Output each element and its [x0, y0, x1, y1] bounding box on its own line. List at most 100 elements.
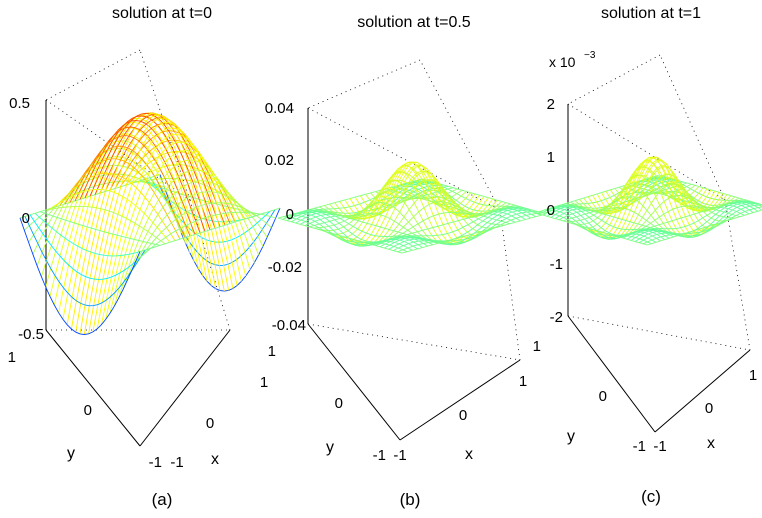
panel-a-mesh-line — [79, 112, 221, 334]
panel-c-axis-line — [567, 315, 751, 351]
panel-b-x-label: x — [465, 446, 473, 463]
panel-a-y-label: y — [67, 445, 75, 462]
panel-a-surface — [19, 112, 281, 335]
panel-a-gridlines — [45, 49, 231, 447]
panel-b-mesh-line — [392, 210, 538, 252]
panel-a-z-tick-top: 0.5 — [9, 95, 30, 112]
panel-a-mesh-line — [39, 211, 161, 246]
panel-c-z-exponent-power: −3 — [584, 50, 596, 61]
panel-a-mesh-line — [118, 169, 260, 299]
panel-c-x-tick-max: 1 — [749, 367, 757, 384]
panel-a-mesh-line — [24, 216, 146, 307]
panel-a-mesh-line — [122, 180, 264, 290]
panel-a-z-tick-bottom: -0.5 — [18, 326, 44, 343]
panel-a-title: solution at t=0 — [112, 5, 212, 22]
panel-a-mesh-line — [44, 205, 166, 245]
panel-b-y-tick-max: 1 — [268, 343, 276, 360]
panel-c-caption: (c) — [641, 487, 661, 506]
panel-b-caption: (b) — [400, 490, 421, 509]
panel-c-z-tick-2: 2 — [547, 96, 555, 113]
panel-b-y-tick-mid: 0 — [335, 395, 343, 412]
panel-a-mesh-line — [139, 207, 281, 252]
panel-c-x-tick-mid: 0 — [705, 400, 713, 417]
panel-b-mesh-line — [288, 214, 413, 251]
panel-a-mesh-line — [19, 217, 141, 335]
panel-b-axis-line — [419, 59, 501, 211]
panel-c-mesh-line — [548, 207, 661, 242]
panel-a-mesh-line — [54, 172, 176, 241]
panel-c-mesh-line — [642, 206, 762, 245]
panel-a-y-tick-min: -1 — [149, 454, 162, 471]
panel-b-axis-line — [499, 209, 521, 361]
panel-a-mesh-line — [88, 117, 230, 334]
panel-c-z-tick-m1: -1 — [550, 256, 563, 273]
panel-b-mesh-line — [401, 213, 547, 254]
panel-a-mesh-line — [74, 126, 196, 235]
panel-b-z-tick-m002: -0.02 — [268, 259, 302, 276]
panel-b-mesh-line — [283, 216, 408, 253]
panel-a-axis-line — [45, 329, 141, 447]
panel-a: solution at t=0 0.5 0 -0.5 1 0 -1 y -1 0… — [8, 5, 281, 509]
panel-c-y-label: y — [567, 428, 575, 445]
panel-a-mesh-line — [131, 202, 272, 272]
panel-c-x-label: x — [707, 435, 715, 452]
panel-c-axis-line — [567, 315, 656, 433]
panel-b-z-tick-004: 0.04 — [265, 100, 294, 117]
panel-c-y-tick-max: 1 — [533, 338, 541, 355]
panel-c-z-tick-0: 0 — [547, 202, 555, 219]
panel-b-z-tick-0: 0 — [286, 206, 294, 223]
panel-a-mesh-line — [113, 159, 255, 307]
panel-c-title: solution at t=1 — [601, 5, 701, 22]
panel-c-surface — [534, 156, 762, 246]
panel-a-mesh-line — [29, 214, 151, 280]
panel-b-mesh-line — [397, 212, 542, 253]
panel-a-mesh-line — [59, 158, 181, 240]
panel-c-z-tick-m2: -2 — [550, 309, 563, 326]
panel-a-mesh-line — [84, 115, 206, 232]
panel-c-mesh-line — [646, 209, 762, 246]
panel-b-gridlines — [307, 59, 521, 441]
panel-a-mesh-line — [96, 127, 238, 329]
panel-b-z-tick-002: 0.02 — [265, 152, 294, 169]
panel-a-caption: (a) — [152, 490, 173, 509]
panel-b-axis-line — [399, 359, 521, 441]
panel-c-mesh-line — [534, 212, 648, 246]
panel-a-x-tick-min: -1 — [170, 454, 183, 471]
panel-c-mesh-line — [539, 211, 652, 245]
panel-b-y-tick-min: -1 — [373, 447, 386, 464]
panel-c-axis-line — [724, 199, 751, 351]
panel-a-mesh-line — [109, 150, 251, 314]
panel-c-z-exponent-base: x 10 — [549, 54, 576, 70]
panel-a-axis-line — [139, 329, 231, 447]
panel-c-mesh-line — [634, 203, 760, 242]
panel-a-mesh-line — [83, 114, 225, 335]
panel-c-axis-line — [654, 349, 751, 433]
panel-c-axis-line — [567, 103, 726, 201]
panel-a-y-tick-mid: 0 — [84, 402, 92, 419]
panel-b-x-tick-mid: 0 — [459, 407, 467, 424]
panel-c-mesh-line — [638, 204, 762, 244]
panel-b-axis-line — [307, 323, 401, 441]
panel-c-mesh-line — [543, 209, 657, 243]
panel-b-x-tick-min: -1 — [393, 447, 406, 464]
panel-b-z-tick-m004: -0.04 — [272, 317, 306, 334]
panel-a-mesh-line — [100, 133, 242, 325]
panel-a-mesh-line — [64, 145, 186, 238]
panel-b-axis-line — [307, 323, 521, 361]
panel-b-y-label: y — [326, 439, 334, 456]
panel-a-x-label: x — [211, 451, 219, 468]
panel-a-mesh-line — [79, 120, 201, 234]
panel-b-title: solution at t=0.5 — [357, 14, 471, 31]
panel-c-y-tick-mid: 0 — [599, 388, 607, 405]
panel-a-mesh-line — [135, 211, 276, 262]
panel-c-mesh-line — [592, 159, 705, 238]
panel-a-y-tick-max: 1 — [8, 349, 16, 366]
panel-b-surface — [277, 161, 547, 254]
panel-c-x-tick-min: -1 — [653, 438, 666, 455]
panel-b-mesh-line — [277, 217, 403, 254]
panel-b: solution at t=0.5 0.04 0.02 0 -0.02 -0.0… — [265, 14, 547, 509]
panel-a-x-tick-max: 1 — [260, 374, 268, 391]
panel-b-x-tick-max: 1 — [519, 373, 527, 390]
panel-c-gridlines — [567, 54, 751, 433]
